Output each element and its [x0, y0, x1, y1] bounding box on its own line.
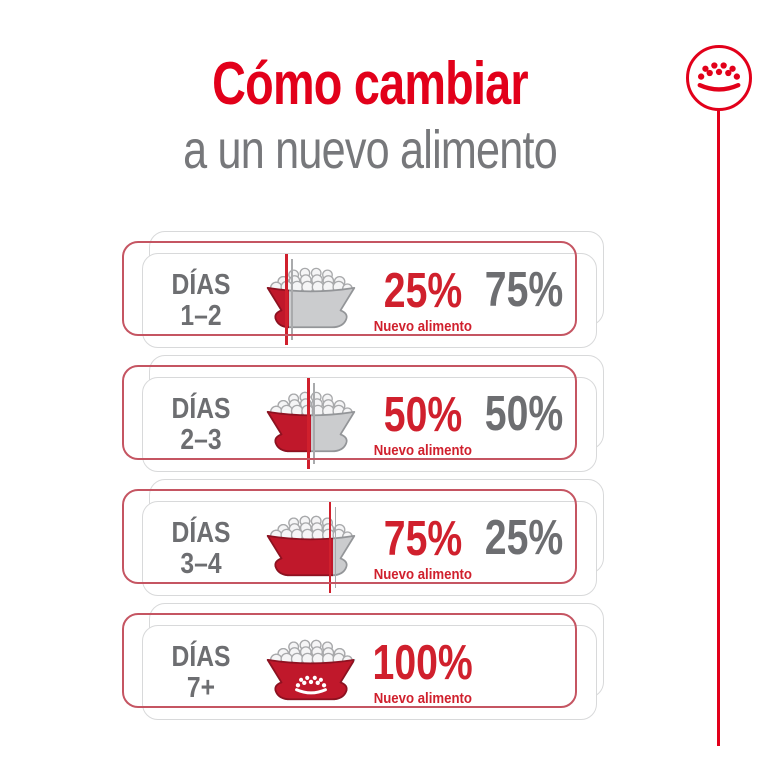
transition-row: DÍAS 2–3: [122, 355, 604, 472]
new-food-caption: Nuevo alimento: [373, 566, 473, 583]
days-label-block: DÍAS 7+: [162, 642, 240, 703]
bowl-column: [247, 501, 375, 596]
new-food-percentage: 50%: [383, 388, 463, 442]
old-food-percentage: 50%: [484, 386, 564, 441]
page-title: Cómo cambiar: [212, 50, 529, 117]
days-range: 2–3: [180, 423, 222, 456]
new-food-percentage: 25%: [383, 264, 463, 318]
bowl-new-food-icon: [266, 515, 333, 577]
bowl-divider-gray-line: [291, 259, 293, 340]
bowl-crown-icon: [295, 675, 327, 695]
bowl-divider-red-line: [307, 378, 310, 469]
bowl-divider-gray-line: [313, 383, 315, 464]
header: Cómo cambiar a un nuevo alimento: [0, 50, 740, 180]
new-food-percentage-block: 50% Nuevo alimento: [373, 388, 473, 459]
card-content: DÍAS 7+: [142, 625, 597, 720]
old-food-percentage: 75%: [484, 262, 564, 317]
card-content: DÍAS 1–2: [142, 253, 597, 348]
new-food-percentage-block: 100% Nuevo alimento: [372, 636, 474, 707]
transition-row: DÍAS 7+: [122, 603, 604, 720]
dog-bowl-icon: [259, 625, 363, 720]
days-word: DÍAS: [171, 269, 231, 302]
days-word: DÍAS: [171, 393, 231, 426]
kibble-icon: [270, 515, 333, 543]
bowl-red-portion: [259, 377, 311, 472]
page-subtitle: a un nuevo alimento: [183, 120, 558, 180]
old-food-percentage: [482, 662, 567, 683]
dog-bowl-icon: [259, 377, 363, 472]
bowl-red-portion: [259, 625, 355, 720]
bowl-column: [247, 377, 375, 472]
royal-canin-logo: [686, 45, 752, 111]
bowl-divider-gray-line: [334, 507, 337, 588]
new-food-percentage: 100%: [372, 636, 474, 690]
days-word: DÍAS: [171, 517, 231, 550]
transition-row: DÍAS 1–2: [122, 231, 604, 348]
card-content: DÍAS 3–4: [142, 501, 597, 596]
new-food-percentage-block: 75% Nuevo alimento: [373, 512, 473, 583]
days-range: 7+: [186, 671, 216, 704]
new-food-caption: Nuevo alimento: [373, 690, 473, 707]
days-label-block: DÍAS 1–2: [162, 270, 240, 331]
dog-bowl-icon: [259, 501, 363, 596]
days-range: 1–2: [180, 299, 222, 332]
new-food-percentage-block: 25% Nuevo alimento: [373, 264, 473, 335]
bowl-column: [247, 625, 375, 720]
days-label-block: DÍAS 2–3: [162, 394, 240, 455]
old-food-percentage: 25%: [484, 510, 564, 565]
bowl-red-portion: [259, 501, 333, 596]
crown-icon: [697, 62, 741, 92]
days-label-block: DÍAS 3–4: [162, 518, 240, 579]
bowl-new-food-icon: [266, 639, 355, 701]
bowl-divider-red-line: [285, 254, 288, 345]
transition-row: DÍAS 3–4: [122, 479, 604, 596]
dog-bowl-icon: [259, 253, 363, 348]
days-range: 3–4: [180, 547, 222, 580]
bowl-divider-red-line: [328, 502, 332, 593]
bowl-new-food-icon: [266, 391, 311, 453]
days-word: DÍAS: [171, 641, 231, 674]
card-content: DÍAS 2–3: [142, 377, 597, 472]
brand-vertical-line: [717, 110, 720, 746]
new-food-percentage: 75%: [383, 512, 463, 566]
new-food-caption: Nuevo alimento: [373, 318, 473, 335]
new-food-caption: Nuevo alimento: [373, 442, 473, 459]
bowl-column: [247, 253, 375, 348]
transition-rows: DÍAS 1–2: [122, 231, 604, 737]
